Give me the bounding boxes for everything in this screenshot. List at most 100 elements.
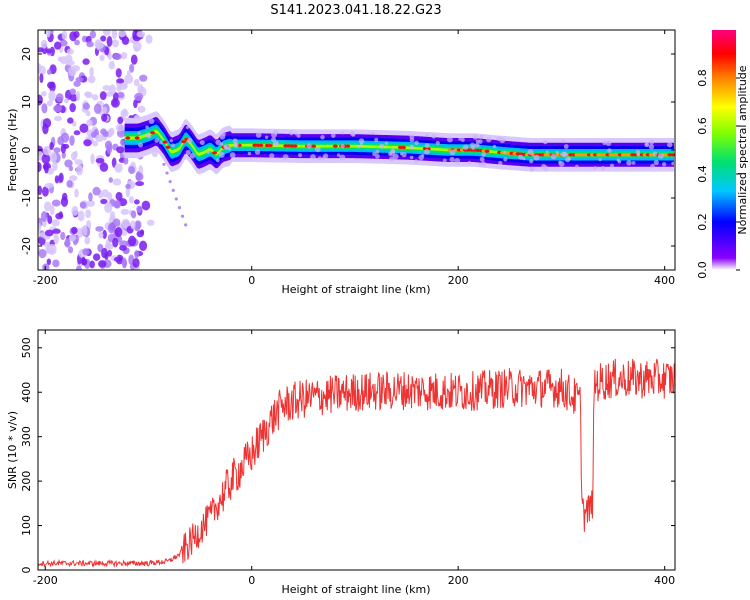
spectrogram-halo-cell	[341, 131, 345, 135]
snr-xtick-label: 400	[654, 574, 675, 587]
spectrogram-noise-cell	[114, 226, 123, 238]
spectrogram-noise-cell	[74, 234, 79, 244]
spectrogram-halo-cell	[667, 142, 673, 148]
spectrogram-halo-cell	[626, 160, 632, 166]
spectrogram-noise-cell	[73, 80, 81, 87]
spectrogram-noise-cell	[79, 201, 87, 209]
spectrogram-halo-cell	[454, 157, 461, 164]
spectrogram-noise-cell	[128, 166, 135, 175]
spectrogram-halo-cell	[390, 148, 396, 154]
spectrogram-noise-cell	[111, 39, 120, 48]
spectrogram-halo-cell	[145, 133, 150, 138]
spectrogram-noise-cell	[82, 102, 90, 110]
spectrogram-peak-cell	[332, 144, 338, 148]
spectrogram-noise-cell	[82, 224, 88, 236]
spectrogram-halo-cell	[296, 133, 301, 138]
spectrogram-halo-cell	[442, 158, 447, 163]
spectrogram-noise-cell	[120, 208, 130, 215]
spectrogram-noise-cell	[74, 39, 80, 46]
spectrogram-halo-cell	[425, 133, 429, 137]
spectrogram-halo-cell	[671, 161, 675, 166]
spectrogram-noise-cell	[51, 199, 61, 207]
spectrogram-ytick-label: 20	[20, 47, 33, 61]
spectrogram-peak-cell	[134, 136, 140, 140]
spectrogram-halo-cell	[543, 139, 548, 145]
spectrogram-noise-cell	[38, 185, 43, 196]
spectrogram-halo-cell	[358, 138, 365, 144]
spectrogram-halo-cell	[467, 160, 472, 165]
spectrogram-halo-cell	[458, 137, 462, 141]
spectrogram-noise-cell	[99, 54, 105, 62]
spectrogram-noise-cell	[46, 100, 53, 107]
spectrogram-noise-cell	[134, 92, 144, 101]
spectrogram-halo-cell	[271, 131, 278, 138]
spectrogram-noise-cell	[116, 146, 125, 154]
spectrogram-noise-cell	[95, 157, 105, 164]
spectrogram-noise-cell	[38, 248, 47, 259]
spectrogram-noise-cell	[136, 31, 146, 38]
snr-ytick-label: 400	[20, 382, 33, 403]
spectrogram-peak-cell	[258, 143, 264, 147]
spectrogram-peak-cell	[267, 143, 273, 148]
colorbar-tick-label: 0.4	[696, 165, 709, 183]
spectrogram-noise-cell	[41, 91, 47, 97]
spectrogram-halo-cell	[414, 140, 419, 146]
spectrogram-halo-cell	[503, 157, 508, 162]
spectrogram-halo-cell	[662, 162, 667, 167]
spectrogram-halo-cell	[264, 135, 269, 139]
spectrogram-noise-cell	[132, 257, 140, 268]
spectrogram-noise-cell	[85, 92, 94, 99]
snr-xtick-label: 0	[248, 574, 255, 587]
spectrogram-noise-cell	[58, 211, 63, 218]
spectrogram-halo-cell	[593, 166, 597, 170]
spectrogram-peak-cell	[212, 151, 218, 155]
spectrogram-xtick-label: 0	[248, 274, 255, 287]
snr-ytick-label: 500	[20, 337, 33, 358]
spectrogram-noise-cell	[130, 220, 136, 230]
spectrogram-noise-cell	[121, 257, 128, 269]
spectrogram-noise-cell	[75, 91, 81, 102]
spectrogram-noise-cell	[39, 73, 44, 84]
spectrogram-noise-cell	[113, 53, 122, 61]
spectrogram-noise-cell	[94, 41, 104, 50]
spectrogram-halo-cell	[255, 132, 262, 138]
colorbar-tick-label: 0.2	[696, 213, 709, 231]
spectrogram-halo-cell	[446, 136, 453, 143]
spectrogram-peak-cell	[292, 144, 298, 148]
spectrogram-halo-cell	[529, 166, 535, 172]
spectrogram-noise-cell	[106, 143, 113, 154]
spectrogram-streak-cell	[174, 197, 178, 201]
spectrogram-noise-cell	[132, 30, 138, 40]
spectrogram-halo-cell	[492, 144, 497, 149]
snr-frame	[37, 329, 676, 571]
spectrogram-halo-cell	[545, 150, 549, 154]
spectrogram-halo-cell	[559, 152, 563, 157]
spectrogram-noise-cell	[44, 229, 54, 237]
spectrogram-noise-cell	[135, 171, 141, 182]
spectrogram-halo-cell	[409, 144, 414, 150]
spectrogram-noise-cell	[71, 205, 79, 216]
spectrogram-halo-cell	[185, 149, 191, 155]
spectrogram-noise-cell	[75, 265, 82, 270]
spectrogram-noise-cell	[61, 30, 68, 41]
spectrogram-halo-cell	[401, 152, 407, 158]
spectrogram-halo-cell	[550, 153, 557, 160]
spectrogram-halo-cell	[169, 139, 173, 143]
spectrogram-noise-cell	[67, 117, 74, 124]
spectrogram-noise-cell	[65, 59, 75, 66]
spectrogram-noise-cell	[49, 142, 54, 151]
spectrogram-noise-cell	[95, 226, 104, 232]
spectrogram-noise-cell	[130, 54, 138, 65]
spectrogram-noise-cell	[121, 36, 130, 45]
spectrogram-noise-cell	[107, 223, 115, 234]
spectrogram-noise-cell	[72, 121, 77, 127]
spectrogram-noise-cell	[53, 104, 63, 113]
spectrogram-peak-cell	[670, 153, 675, 157]
spectrogram-noise-cell	[102, 106, 108, 114]
spectrogram-noise-cell	[47, 215, 53, 225]
spectrogram-noise-cell	[99, 91, 107, 101]
spectrogram-panel: -200 0 200 400 20 10 0 -10 -20 Height of straigh…	[6, 29, 676, 296]
spectrogram-halo-cell	[598, 158, 602, 162]
colorbar-tick-label: 0.0	[696, 261, 709, 279]
spectrogram-noise-cell	[101, 247, 108, 259]
